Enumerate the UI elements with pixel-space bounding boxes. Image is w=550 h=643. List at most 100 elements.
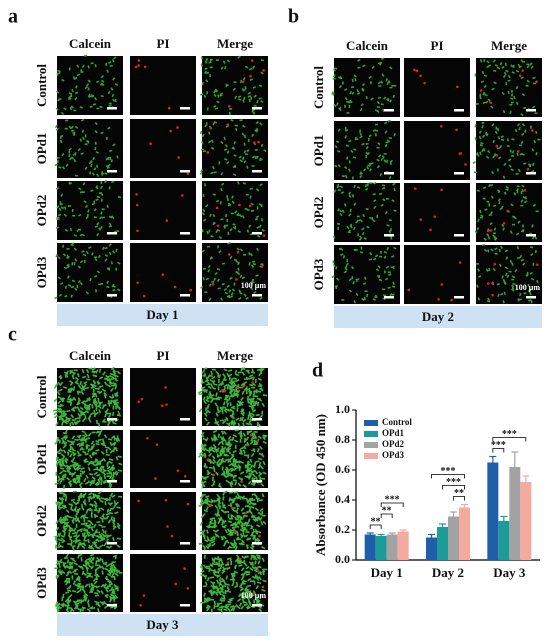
live-cell [98,429,103,434]
live-cell [69,227,73,232]
dead-cell [489,229,493,232]
live-cell [207,525,212,529]
dead-cell [164,498,168,502]
live-cell [249,187,253,190]
live-cell [336,277,340,281]
live-cell [67,480,73,484]
live-cell [76,599,81,604]
live-cell [340,191,345,195]
live-cell [488,203,491,207]
live-cell [519,254,523,259]
live-cell [86,572,91,575]
live-cell [486,65,490,69]
live-cell [104,258,108,262]
live-cell [62,474,67,477]
live-cell [250,439,254,445]
bar [386,534,398,560]
live-cell [83,522,88,525]
live-cell [66,599,71,604]
live-cell [228,467,234,471]
live-cell [95,419,99,424]
live-cell [476,263,480,265]
live-cell [528,299,532,302]
dead-cell [491,282,495,286]
live-cell [85,574,90,579]
live-cell [203,554,206,559]
micrograph [331,57,400,117]
live-cell [58,415,61,421]
live-cell [72,500,77,505]
live-cell [53,409,58,412]
live-cell [203,94,207,99]
live-cell [516,152,519,156]
live-cell [105,594,109,599]
live-cell [223,608,228,612]
live-cell [201,141,204,145]
live-cell [229,529,233,534]
live-cell [71,372,76,377]
live-cell [106,286,110,288]
live-cell [77,528,82,532]
live-cell [518,298,522,301]
live-cell [370,81,372,85]
live-cell [103,394,107,399]
live-cell [254,155,258,160]
live-cell [200,381,205,385]
live-cell [239,460,244,464]
live-cell [100,282,104,285]
live-cell [351,276,354,280]
live-cell [251,404,257,407]
live-cell [218,505,222,510]
live-cell [68,561,73,565]
dead-cell [518,74,522,77]
live-cell [112,98,116,102]
live-cell [203,417,208,422]
live-cell [210,608,213,613]
live-cell [91,172,95,176]
live-cell [239,417,242,422]
live-cell [80,467,85,470]
live-cell [83,517,86,522]
live-cell [503,162,507,166]
live-cell [391,255,395,258]
live-cell [508,270,512,273]
dead-cell [493,262,497,266]
live-cell [236,214,240,216]
live-cell [252,86,257,89]
live-cell [230,292,234,296]
live-cell [220,430,225,435]
live-cell [349,208,352,212]
live-cell [75,91,79,94]
live-cell [81,233,85,237]
live-cell [76,517,80,522]
live-cell [221,501,224,506]
live-cell [250,505,255,509]
live-cell [382,288,386,291]
live-cell [85,558,91,561]
live-cell [388,137,392,140]
live-cell [524,129,527,133]
live-cell [382,108,385,112]
live-cell [103,583,107,588]
live-cell [376,105,381,109]
live-cell [240,533,243,538]
live-cell [222,373,226,378]
significance-bracket [431,474,465,479]
live-cell [243,150,247,154]
live-cell [67,451,70,456]
live-cell [245,531,250,533]
live-cell [255,155,259,160]
live-cell [515,232,520,236]
live-cell [242,534,247,538]
live-cell [230,543,235,548]
live-cell [55,574,60,578]
live-cell [67,394,71,399]
live-cell [223,580,227,586]
live-cell [503,281,507,285]
live-cell [517,220,521,224]
live-cell [67,398,72,402]
live-cell [525,196,527,200]
live-cell [332,260,335,264]
live-cell [536,280,539,284]
live-cell [71,214,76,217]
